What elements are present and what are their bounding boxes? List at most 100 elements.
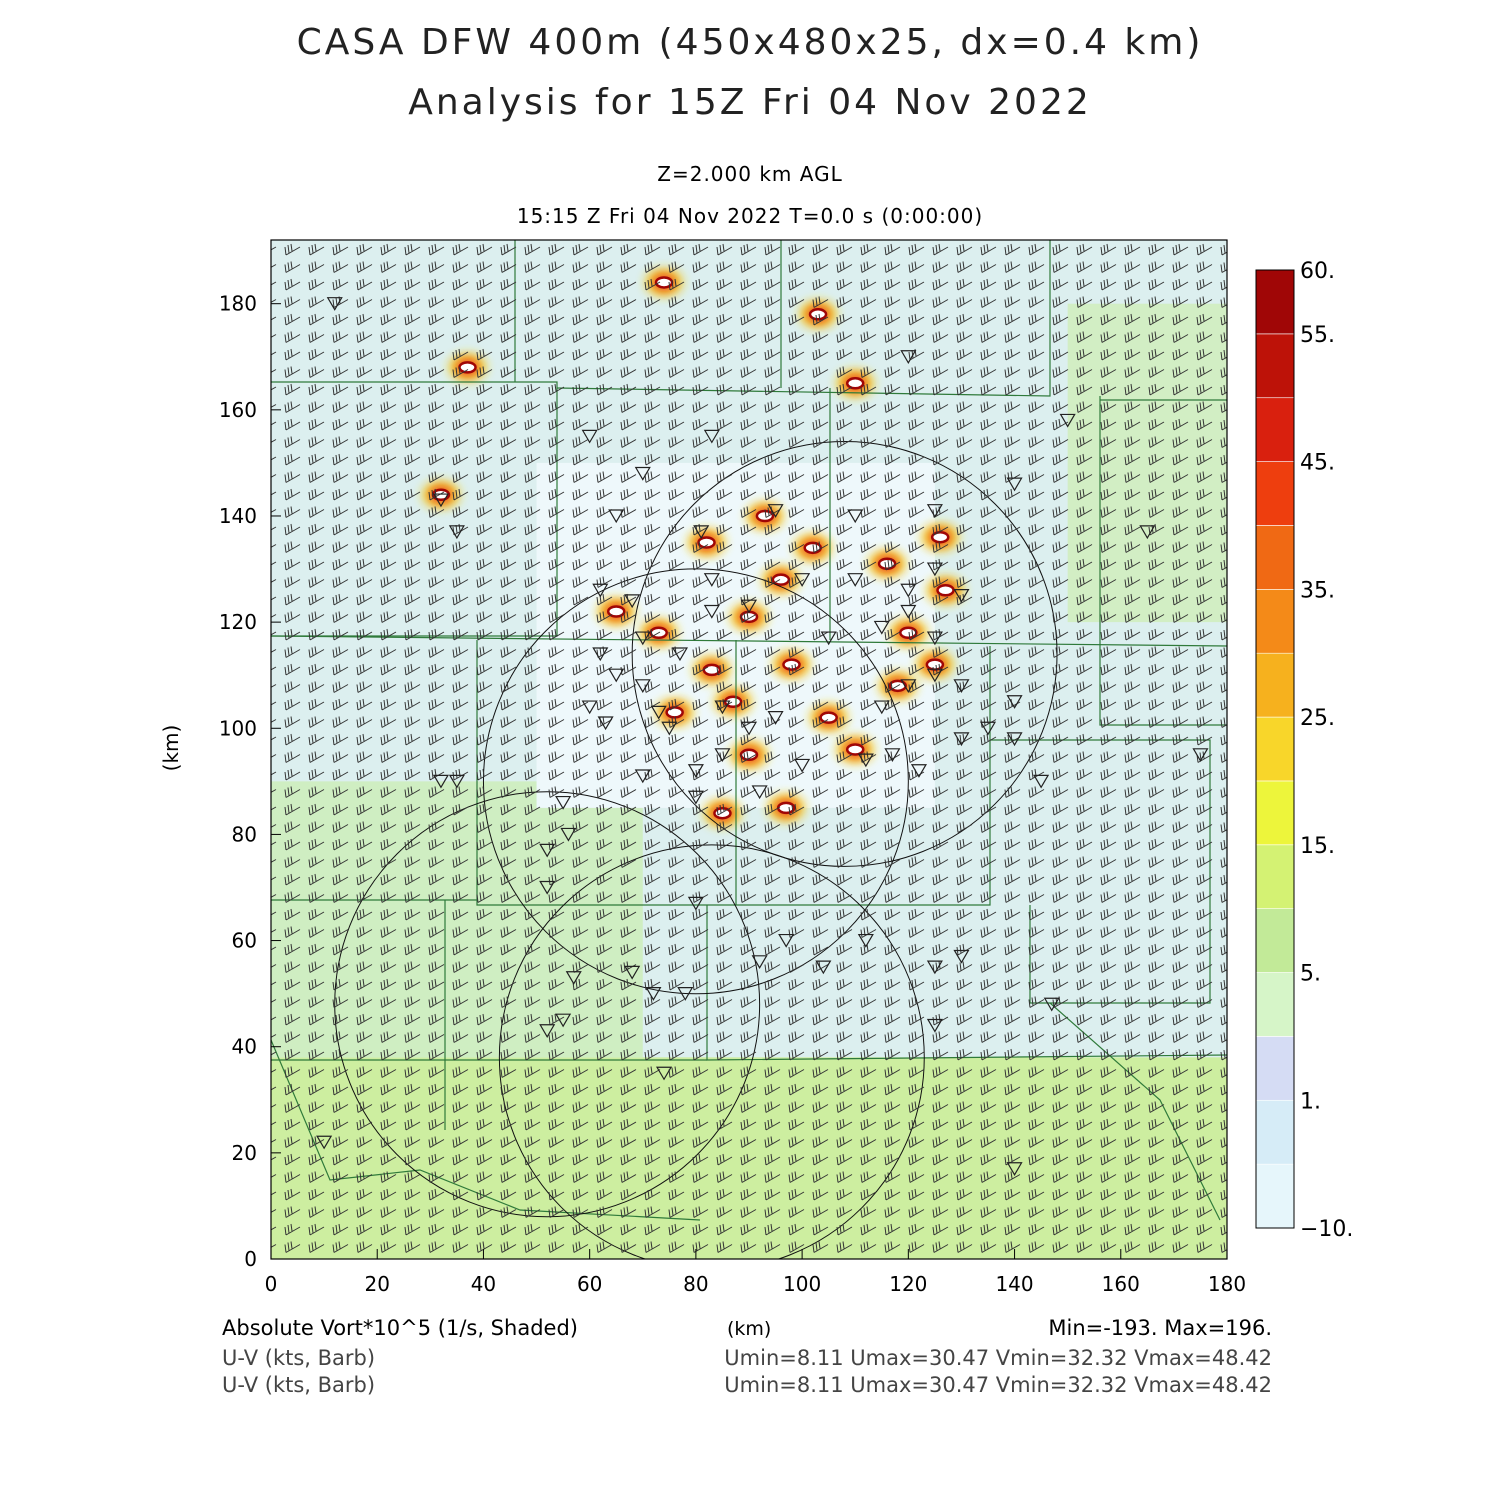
station-marker (645, 987, 662, 1001)
station-marker (794, 573, 811, 587)
x-tick-label: 0 (265, 1272, 278, 1296)
vorticity-maximum (421, 480, 460, 509)
colorbar: −10. 1. 5. 15. 25. 35. 45. 55. 60. (1255, 259, 1353, 1242)
vorticity-maximum (448, 353, 487, 382)
station-marker (316, 1135, 333, 1150)
colorbar-swatch (1255, 844, 1295, 909)
x-tick-label: 60 (577, 1272, 602, 1296)
x-tick-label: 40 (471, 1272, 496, 1296)
y-tick-label: 60 (232, 929, 257, 953)
station-marker (926, 504, 943, 518)
station-marker (432, 493, 450, 508)
x-axis: 0 20 40 60 80 100 120 140 160 180 (265, 1249, 1246, 1296)
colorbar-frame (1255, 269, 1295, 1229)
barb-label-2: U-V (kts, Barb) (222, 1373, 376, 1397)
y-tick-label: 20 (232, 1141, 257, 1165)
vorticity-maximum (767, 793, 806, 822)
x-tick-label: 120 (889, 1272, 927, 1296)
station-marker (661, 721, 678, 736)
colorbar-label: 35. (1300, 578, 1335, 603)
station-marker (714, 748, 731, 762)
station-marker (778, 933, 795, 948)
station-marker (634, 679, 651, 694)
county-border (556, 240, 1051, 397)
x-axis-label: (km) (727, 1318, 772, 1340)
barb-stats-2: Umin=8.11 Umax=30.47 Vmin=32.32 Vmax=48.… (724, 1373, 1272, 1397)
colorbar-swatch (1255, 908, 1295, 973)
station-marker (581, 429, 598, 444)
radar-ring (334, 791, 761, 1218)
colorbar-swatch (1255, 652, 1295, 718)
station-marker (926, 562, 943, 577)
station-marker (926, 960, 943, 975)
station-marker (1006, 732, 1023, 747)
time-label: 15:15 Z Fri 04 Nov 2022 T=0.0 s (0:00:00… (516, 204, 984, 228)
station-marker (608, 509, 625, 524)
field-label: Absolute Vort*10^5 (1/s, Shaded) (222, 1316, 578, 1340)
vorticity-maximum (772, 650, 811, 679)
station-marker (953, 732, 970, 747)
station-marker (634, 631, 651, 646)
station-marker (820, 631, 837, 646)
station-marker (592, 583, 609, 598)
vorticity-maximum (692, 655, 731, 684)
colorbar-label: 55. (1300, 323, 1335, 348)
station-marker (687, 896, 704, 911)
colorbar-label: 1. (1300, 1089, 1321, 1114)
station-marker (1006, 695, 1023, 709)
colorbar-swatch (1255, 589, 1295, 654)
station-marker (687, 764, 704, 778)
x-tick-label: 180 (1208, 1272, 1246, 1296)
station-marker (857, 933, 874, 948)
county-border (271, 635, 1227, 647)
x-tick-label: 100 (783, 1272, 821, 1296)
station-marker (539, 843, 556, 858)
radar-ring (498, 844, 925, 1259)
vorticity-maximum (730, 602, 768, 631)
colorbar-label: 5. (1300, 962, 1321, 987)
station-marker (900, 604, 917, 619)
station-marker (751, 785, 768, 800)
field-southwest-band (271, 781, 643, 1058)
y-tick-label: 140 (219, 504, 257, 528)
colorbar-label: 45. (1300, 451, 1335, 476)
y-axis-label: (km) (159, 725, 183, 772)
station-marker (539, 1024, 556, 1038)
station-marker (873, 620, 890, 635)
y-tick-label: 160 (219, 398, 257, 422)
colorbar-swatch (1255, 525, 1295, 590)
colorbar-swatch (1255, 461, 1295, 526)
station-marker (634, 466, 651, 481)
y-tick-label: 120 (219, 610, 257, 634)
station-marker (740, 721, 758, 736)
y-tick-label: 80 (232, 822, 257, 846)
station-markers (316, 297, 1209, 1176)
y-axis: 0 20 40 60 80 100 120 140 160 180 (219, 292, 281, 1271)
station-marker (624, 965, 641, 980)
station-marker (693, 525, 710, 540)
colorbar-swatch (1255, 716, 1295, 782)
station-marker (555, 1013, 572, 1028)
station-marker (597, 716, 614, 731)
colorbar-swatch (1255, 333, 1295, 399)
county-border (1049, 1002, 1221, 1221)
station-marker (703, 429, 720, 444)
vorticity-maximum (761, 565, 800, 594)
station-marker (1139, 525, 1156, 540)
station-marker (1006, 477, 1023, 492)
station-marker (326, 297, 343, 311)
station-marker (979, 721, 997, 736)
station-marker (448, 774, 465, 789)
x-tick-label: 20 (364, 1272, 389, 1296)
chart-title: CASA DFW 400m (450x480x25, dx=0.4 km) (296, 22, 1204, 63)
y-tick-label: 100 (219, 716, 257, 740)
station-marker (650, 705, 667, 720)
vorticity-maximum (745, 501, 784, 530)
chart-subtitle: Analysis for 15Z Fri 04 Nov 2022 (408, 82, 1092, 123)
station-marker (953, 588, 970, 603)
vorticity-maximum (868, 549, 907, 578)
station-marker (1059, 413, 1076, 428)
station-marker (767, 504, 784, 518)
station-marker (1043, 997, 1060, 1012)
